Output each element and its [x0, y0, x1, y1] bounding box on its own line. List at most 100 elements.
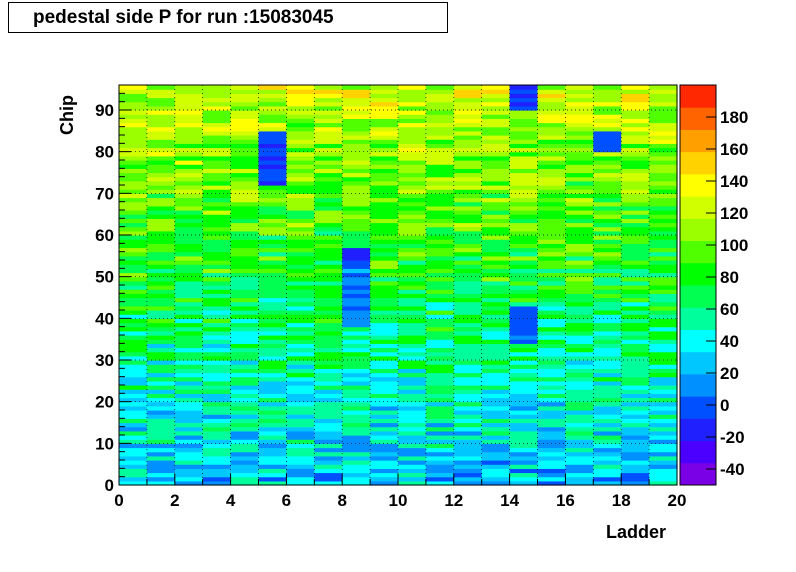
heatmap-cell [370, 172, 399, 178]
heatmap-cell [146, 230, 176, 236]
heatmap-cell [565, 160, 594, 165]
heatmap-cell [286, 464, 315, 469]
heatmap-cell [425, 193, 455, 199]
heatmap-cell [453, 410, 483, 415]
heatmap-cell [146, 97, 176, 103]
heatmap-cell [146, 89, 176, 94]
heatmap-cell [258, 151, 287, 157]
heatmap-cell [370, 372, 399, 378]
heatmap-cell [481, 193, 511, 199]
heatmap-cell [119, 235, 148, 240]
heatmap-cell [481, 122, 511, 128]
heatmap-cell [174, 143, 204, 149]
heatmap-cell [565, 230, 594, 236]
heatmap-cell [649, 130, 678, 136]
heatmap-cell [286, 310, 315, 315]
heatmap-cell [370, 376, 399, 382]
heatmap-cell [202, 343, 232, 349]
heatmap-cell [509, 222, 539, 228]
heatmap-cell [314, 114, 343, 119]
heatmap-cell [649, 318, 678, 324]
heatmap-cell [453, 272, 483, 278]
heatmap-cell [481, 160, 511, 165]
heatmap-cell [481, 210, 511, 215]
heatmap-cell [314, 318, 343, 324]
heatmap-cell [537, 380, 566, 386]
heatmap-cell [537, 405, 566, 411]
heatmap-cell [146, 372, 176, 378]
heatmap-cell [537, 355, 566, 361]
heatmap-cell [509, 93, 539, 99]
heatmap-cell [453, 210, 483, 215]
heatmap-cell [119, 305, 148, 311]
heatmap-cell [146, 130, 176, 136]
heatmap-cell [593, 226, 622, 232]
heatmap-cell [649, 247, 678, 253]
heatmap-cell [593, 105, 622, 111]
heatmap-cell [509, 364, 539, 369]
heatmap-cell [565, 355, 594, 361]
heatmap-cell [593, 380, 622, 386]
heatmap-cell [342, 326, 371, 332]
heatmap-cell [146, 264, 176, 269]
heatmap-cell [649, 93, 678, 99]
heatmap-cell [621, 89, 650, 94]
heatmap-cell [481, 118, 511, 124]
heatmap-cell [565, 185, 594, 190]
heatmap-cell [649, 468, 678, 474]
heatmap-cell [342, 385, 371, 390]
heatmap-cell [621, 480, 650, 486]
heatmap-cell [342, 439, 371, 444]
heatmap-cell [146, 201, 176, 207]
heatmap-cell [537, 147, 566, 153]
heatmap-cell [649, 405, 678, 411]
heatmap-cell [174, 480, 204, 486]
heatmap-cell [202, 239, 232, 244]
heatmap-cell [202, 139, 232, 144]
heatmap-cell [174, 289, 204, 294]
heatmap-cell [565, 214, 594, 219]
heatmap-cell [314, 122, 343, 128]
heatmap-cell [453, 297, 483, 303]
heatmap-cell [565, 322, 594, 328]
heatmap-cell [174, 118, 204, 124]
heatmap-cell [146, 139, 176, 144]
heatmap-cell [621, 322, 650, 328]
heatmap-cell [593, 351, 622, 357]
heatmap-cell [342, 276, 371, 282]
heatmap-cell [509, 464, 539, 469]
heatmap-cell [537, 85, 566, 90]
heatmap-cell [119, 480, 148, 486]
chart-title: pedestal side P for run :15083045 [33, 7, 334, 28]
heatmap-cell [174, 355, 204, 361]
heatmap-cell [146, 326, 176, 332]
heatmap-cell [314, 205, 343, 211]
heatmap-cell [258, 293, 287, 299]
heatmap-cell [342, 405, 371, 411]
heatmap-cell [314, 372, 343, 378]
heatmap-cell [258, 376, 287, 382]
heatmap-cell [119, 426, 148, 432]
heatmap-cell [286, 314, 315, 319]
heatmap-cell [593, 168, 622, 174]
heatmap-cell [146, 126, 176, 132]
heatmap-cell [593, 368, 622, 374]
heatmap-cell [119, 193, 148, 199]
heatmap-cell [453, 472, 483, 478]
heatmap-cell [370, 347, 399, 353]
heatmap-cell [509, 422, 539, 428]
heatmap-cell [509, 139, 539, 144]
heatmap-cell [314, 214, 343, 219]
heatmap-cell [425, 114, 455, 119]
heatmap-cell [202, 255, 232, 261]
heatmap-cell [230, 247, 260, 253]
heatmap-cell [314, 260, 343, 265]
heatmap-cell [621, 368, 650, 374]
heatmap-cell [453, 176, 483, 182]
heatmap-cell [481, 343, 511, 349]
heatmap-cell [621, 130, 650, 136]
heatmap-cell [481, 185, 511, 190]
heatmap-cell [258, 122, 287, 128]
heatmap-cell [453, 93, 483, 99]
heatmap-cell [174, 397, 204, 403]
